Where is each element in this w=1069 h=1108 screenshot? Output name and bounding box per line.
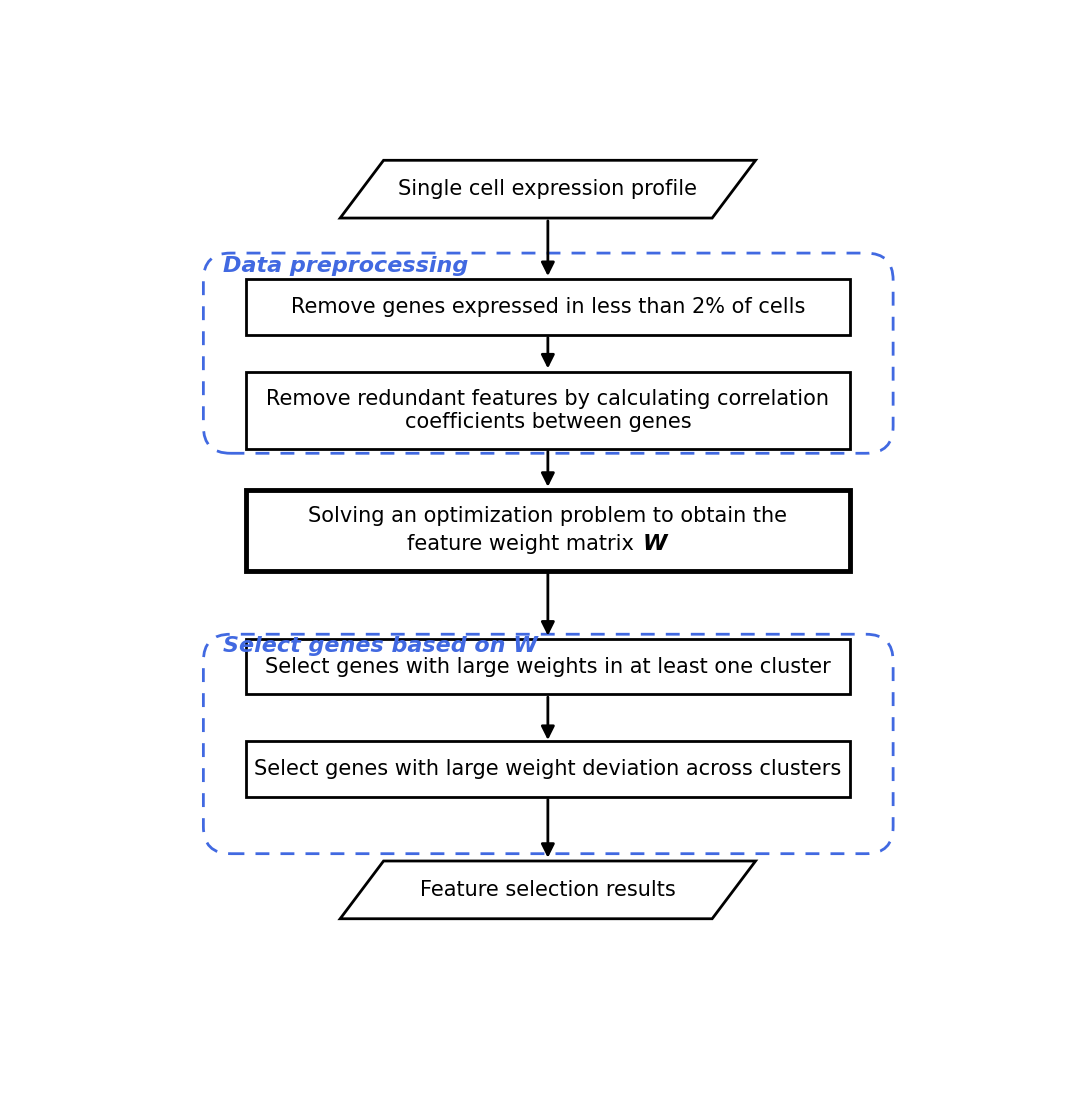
Text: Data preprocessing: Data preprocessing bbox=[222, 256, 468, 276]
Text: Select genes with large weights in at least one cluster: Select genes with large weights in at le… bbox=[265, 657, 831, 677]
Text: Solving an optimization problem to obtain the: Solving an optimization problem to obtai… bbox=[308, 506, 788, 526]
FancyBboxPatch shape bbox=[246, 639, 850, 695]
Text: Single cell expression profile: Single cell expression profile bbox=[399, 179, 697, 199]
Text: feature weight matrix: feature weight matrix bbox=[407, 534, 634, 554]
FancyBboxPatch shape bbox=[246, 279, 850, 335]
Text: Select genes with large weight deviation across clusters: Select genes with large weight deviation… bbox=[254, 759, 841, 779]
Text: Feature selection results: Feature selection results bbox=[420, 880, 676, 900]
FancyBboxPatch shape bbox=[246, 741, 850, 797]
FancyBboxPatch shape bbox=[246, 371, 850, 449]
FancyBboxPatch shape bbox=[246, 490, 850, 571]
Text: Remove redundant features by calculating correlation
coefficients between genes: Remove redundant features by calculating… bbox=[266, 389, 830, 432]
Text: Remove genes expressed in less than 2% of cells: Remove genes expressed in less than 2% o… bbox=[291, 297, 805, 317]
Polygon shape bbox=[340, 861, 756, 919]
Text: W: W bbox=[642, 534, 667, 554]
Polygon shape bbox=[340, 161, 756, 218]
Text: Select genes based on W: Select genes based on W bbox=[222, 636, 538, 656]
